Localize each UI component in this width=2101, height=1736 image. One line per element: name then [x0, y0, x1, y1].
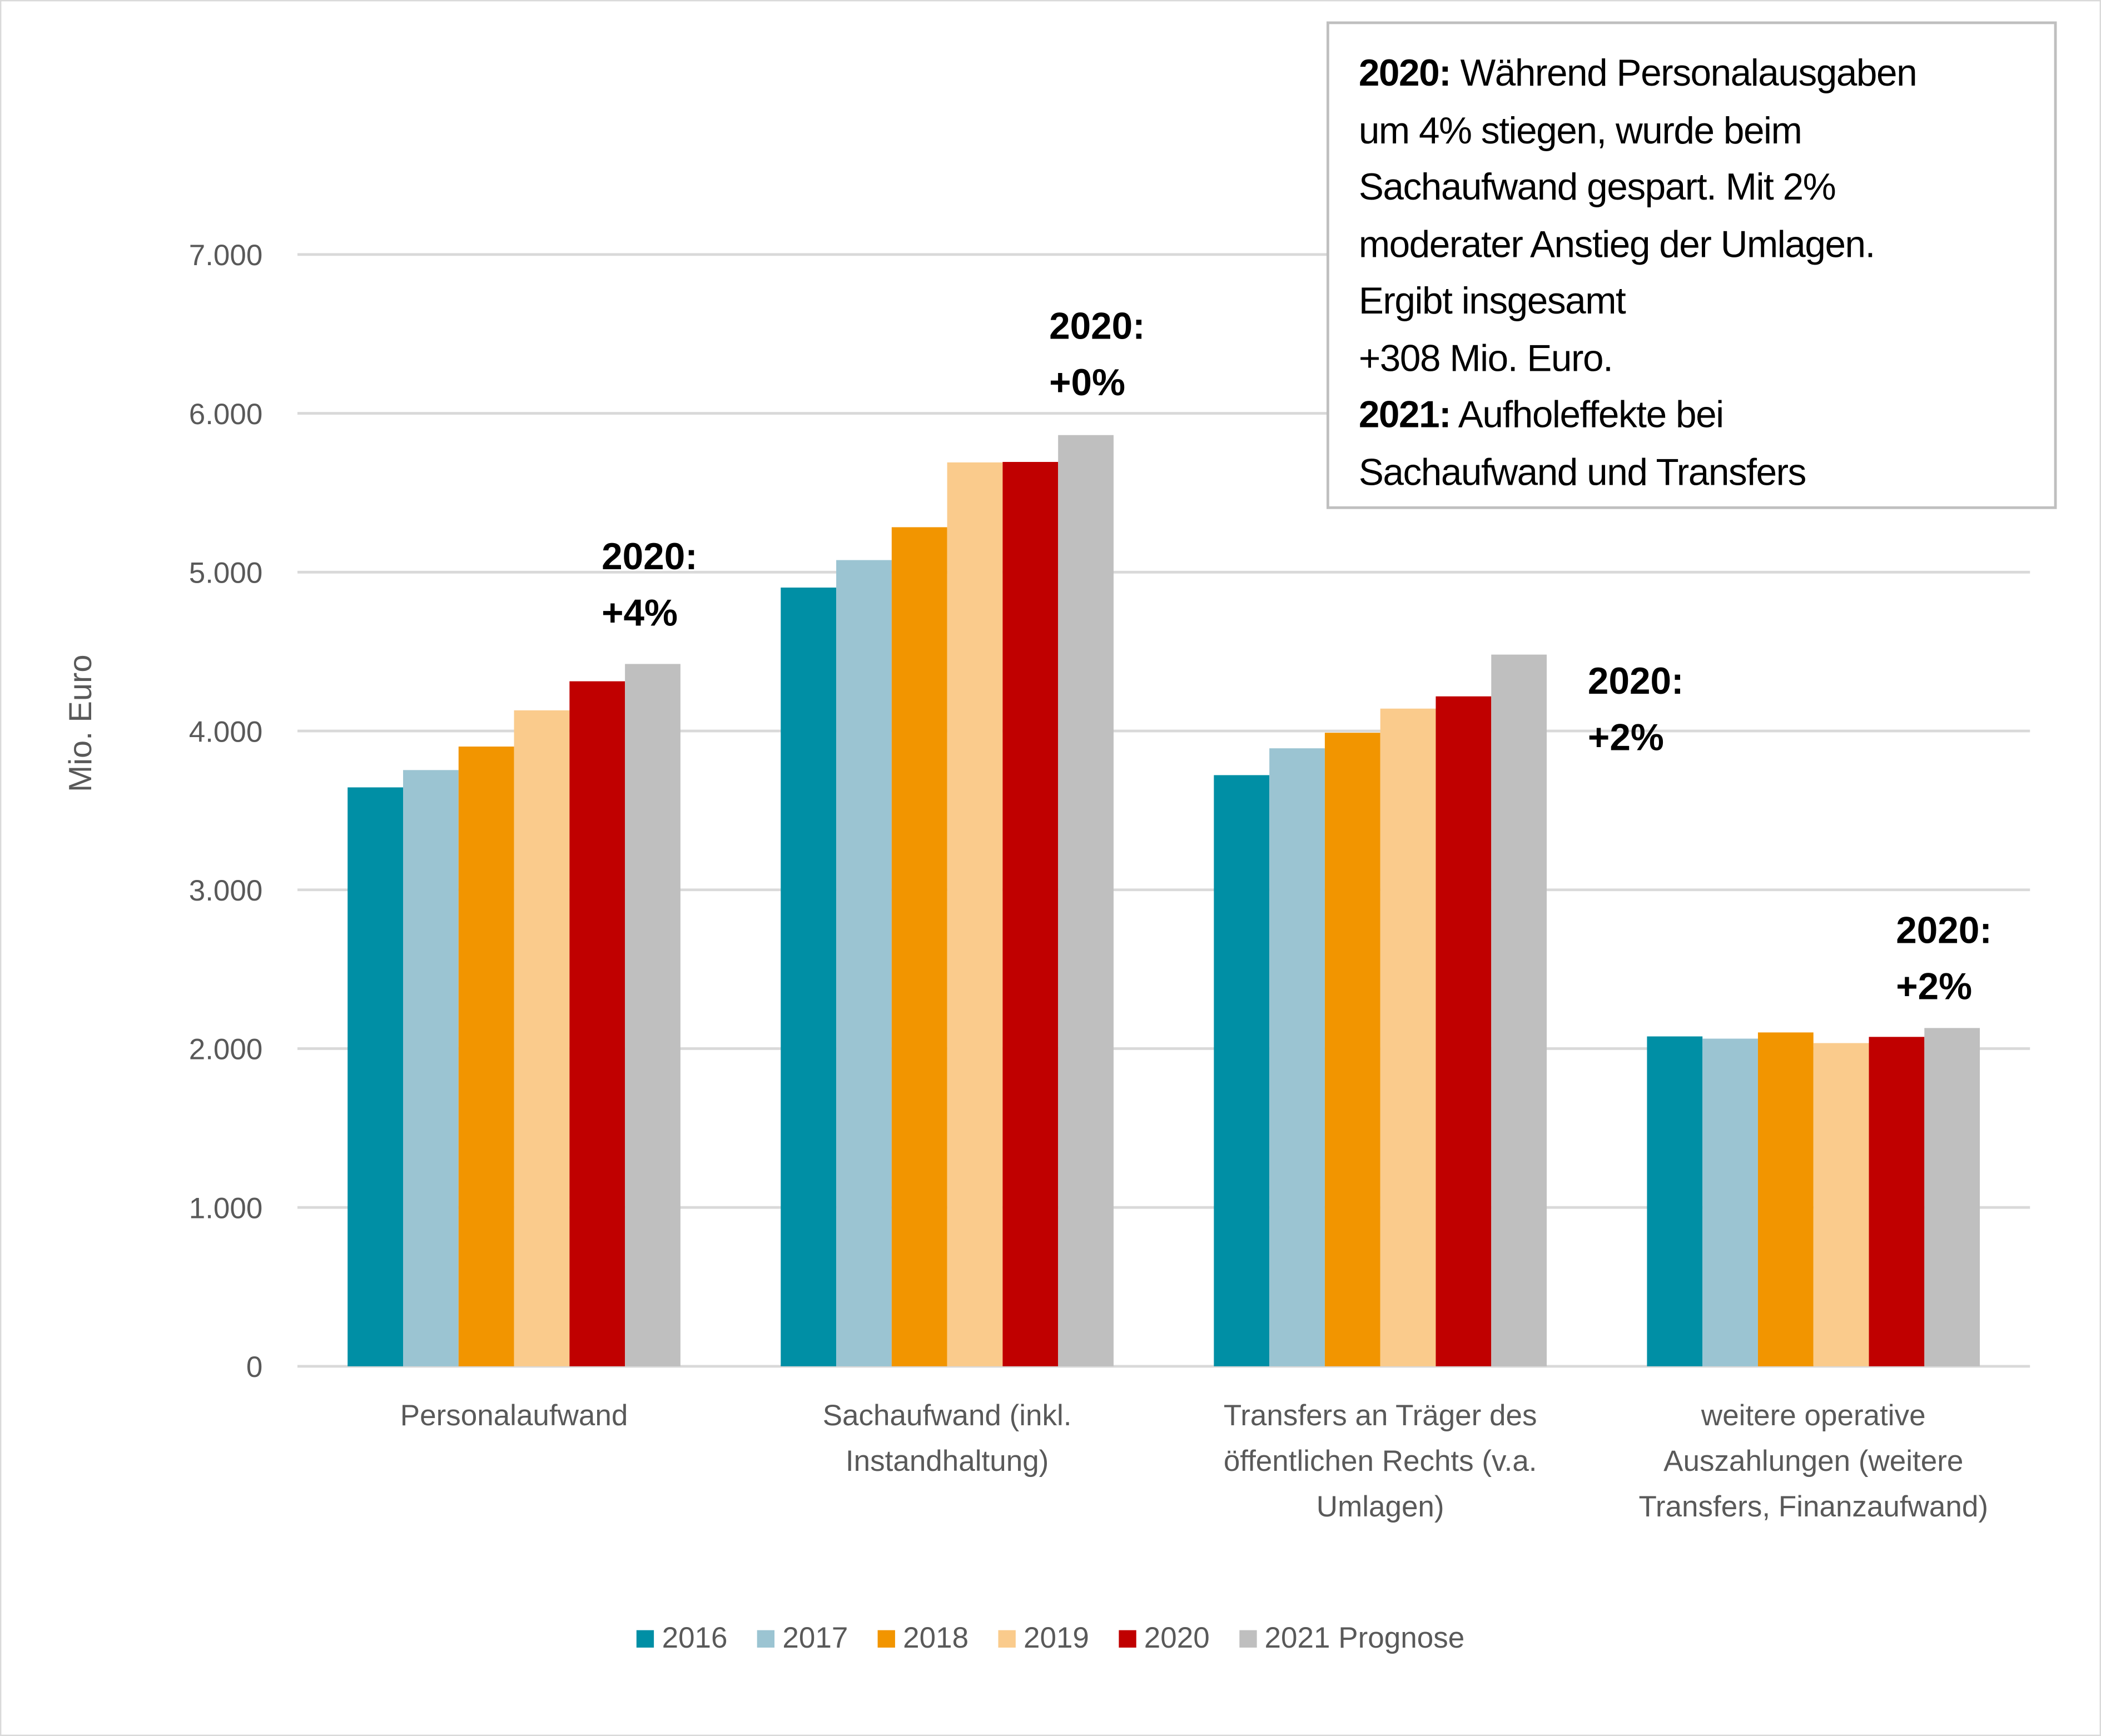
legend-swatch	[1239, 1629, 1257, 1647]
legend-swatch	[998, 1629, 1016, 1647]
legend-swatch	[1118, 1629, 1136, 1647]
legend-label: 2017	[782, 1620, 848, 1655]
bar-2017-cat1	[836, 560, 892, 1366]
legend-swatch	[757, 1629, 774, 1647]
category-label: Sachaufwand (inkl.	[823, 1399, 1072, 1432]
y-tick-label: 7.000	[189, 239, 263, 272]
bar-2019-cat3	[1813, 1043, 1869, 1366]
note-year-label: 2021:	[1358, 394, 1452, 436]
legend-label: 2018	[903, 1620, 969, 1655]
bar-2021-prognose-cat3	[1924, 1028, 1980, 1366]
category-label: Transfers, Finanzaufwand)	[1639, 1490, 1988, 1523]
category-label: Instandhaltung)	[846, 1445, 1049, 1478]
category-label: öffentlichen Rechts (v.a.	[1224, 1445, 1537, 1478]
note-line: Ergibt insgesamt	[1359, 273, 2030, 330]
y-tick-label: 3.000	[189, 874, 263, 907]
y-tick-label: 1.000	[189, 1192, 263, 1225]
category-label: Personalaufwand	[400, 1399, 628, 1432]
legend-label: 2019	[1023, 1620, 1089, 1655]
bar-2016-cat2	[1214, 775, 1270, 1366]
y-tick-label: 0	[246, 1351, 262, 1384]
bar-2019-cat0	[514, 710, 570, 1366]
y-tick-label: 6.000	[189, 398, 263, 431]
note-line: 2020: Während Personalausgaben	[1359, 46, 2030, 102]
legend-label: 2021 Prognose	[1264, 1620, 1465, 1655]
bar-2016-cat1	[781, 588, 837, 1366]
change-annotation-label: +0%	[1049, 362, 1125, 404]
legend-swatch	[636, 1629, 654, 1647]
category-label: Transfers an Träger des	[1224, 1399, 1537, 1432]
bar-2016-cat0	[347, 787, 404, 1366]
note-text: um 4% stiegen, wurde beim	[1358, 109, 1802, 151]
change-annotation-label: +2%	[1896, 966, 1972, 1008]
note-text: Sachaufwand und Transfers	[1358, 450, 1807, 493]
y-tick-label: 4.000	[189, 715, 263, 748]
bar-2016-cat3	[1647, 1036, 1703, 1366]
legend-item: 2017	[757, 1621, 848, 1656]
bar-2017-cat3	[1702, 1038, 1758, 1366]
bar-series	[347, 435, 1980, 1366]
bar-2021-prognose-cat2	[1491, 654, 1547, 1366]
change-annotation-label: 2020:	[1049, 306, 1145, 347]
change-annotations: 2020: +4% 2020: +0% 2020: +2% 2020: +2%	[602, 306, 1992, 1008]
note-text: Ergibt insgesamt	[1358, 280, 1626, 322]
legend-item: 2019	[998, 1621, 1089, 1656]
legend-item: 2016	[636, 1620, 728, 1656]
legend-swatch	[877, 1629, 895, 1647]
bar-2017-cat0	[403, 770, 459, 1366]
category-label: weitere operative	[1701, 1399, 1926, 1432]
note-year-label: 2020:	[1358, 52, 1452, 94]
annotation-note-box: 2020: Während Personalausgaben um 4% stie…	[1326, 21, 2057, 509]
change-annotation-label: 2020:	[602, 536, 698, 578]
note-line: 2021: Aufholeffekte bei	[1359, 387, 2030, 444]
note-line: +308 Mio. Euro.	[1359, 330, 2030, 387]
x-axis-category-labels: Personalaufwand Sachaufwand (inkl. Instand…	[400, 1399, 1988, 1523]
note-line: moderater Anstieg der Umlagen.	[1359, 216, 2030, 273]
note-text: Sachaufwand gespart. Mit 2%	[1358, 166, 1836, 208]
legend-item: 2021 Prognose	[1239, 1621, 1464, 1656]
legend: 2016 2017 2018 2019 2020 2021 Prognose	[0, 1615, 2101, 1661]
bar-2020-cat0	[569, 681, 625, 1366]
note-text: Während Personalausgaben	[1451, 52, 1917, 94]
y-tick-label: 2.000	[189, 1033, 263, 1066]
bar-2021-prognose-cat0	[625, 664, 681, 1366]
note-text: moderater Anstieg der Umlagen.	[1358, 223, 1876, 265]
bar-2019-cat1	[947, 462, 1003, 1366]
bar-2018-cat1	[891, 527, 947, 1366]
y-axis-tick-labels: 0 1.000 2.000 3.000 4.000 5.000 6.000 7.000	[189, 239, 263, 1384]
legend-item: 2018	[877, 1621, 968, 1656]
category-label: Auszahlungen (weitere	[1663, 1445, 1963, 1478]
legend-label: 2016	[662, 1620, 728, 1655]
category-label: Umlagen)	[1317, 1490, 1444, 1523]
legend-item: 2020	[1118, 1620, 1210, 1656]
change-annotation-label: +4%	[602, 592, 678, 634]
note-line: Sachaufwand und Transfers	[1359, 444, 2030, 501]
bar-2018-cat3	[1757, 1032, 1814, 1366]
bar-2018-cat2	[1324, 733, 1380, 1366]
note-text: Aufholeffekte bei	[1451, 394, 1724, 436]
change-annotation-label: 2020:	[1896, 909, 1992, 951]
bar-2020-cat2	[1436, 696, 1492, 1366]
bar-2017-cat2	[1269, 748, 1325, 1366]
bar-2019-cat2	[1380, 708, 1436, 1366]
note-line: Sachaufwand gespart. Mit 2%	[1359, 160, 2030, 216]
change-annotation-label: 2020:	[1588, 660, 1684, 702]
y-axis-title: Mio. Euro	[63, 655, 98, 792]
change-annotation-label: +2%	[1588, 717, 1664, 758]
bar-2020-cat3	[1869, 1037, 1925, 1366]
legend-label: 2020	[1144, 1620, 1210, 1655]
y-tick-label: 5.000	[189, 557, 263, 590]
note-line: um 4% stiegen, wurde beim	[1359, 102, 2030, 159]
bar-2021-prognose-cat1	[1058, 435, 1114, 1366]
bar-2018-cat0	[458, 747, 514, 1366]
bar-2020-cat1	[1002, 462, 1059, 1366]
note-text: +308 Mio. Euro.	[1358, 337, 1613, 379]
